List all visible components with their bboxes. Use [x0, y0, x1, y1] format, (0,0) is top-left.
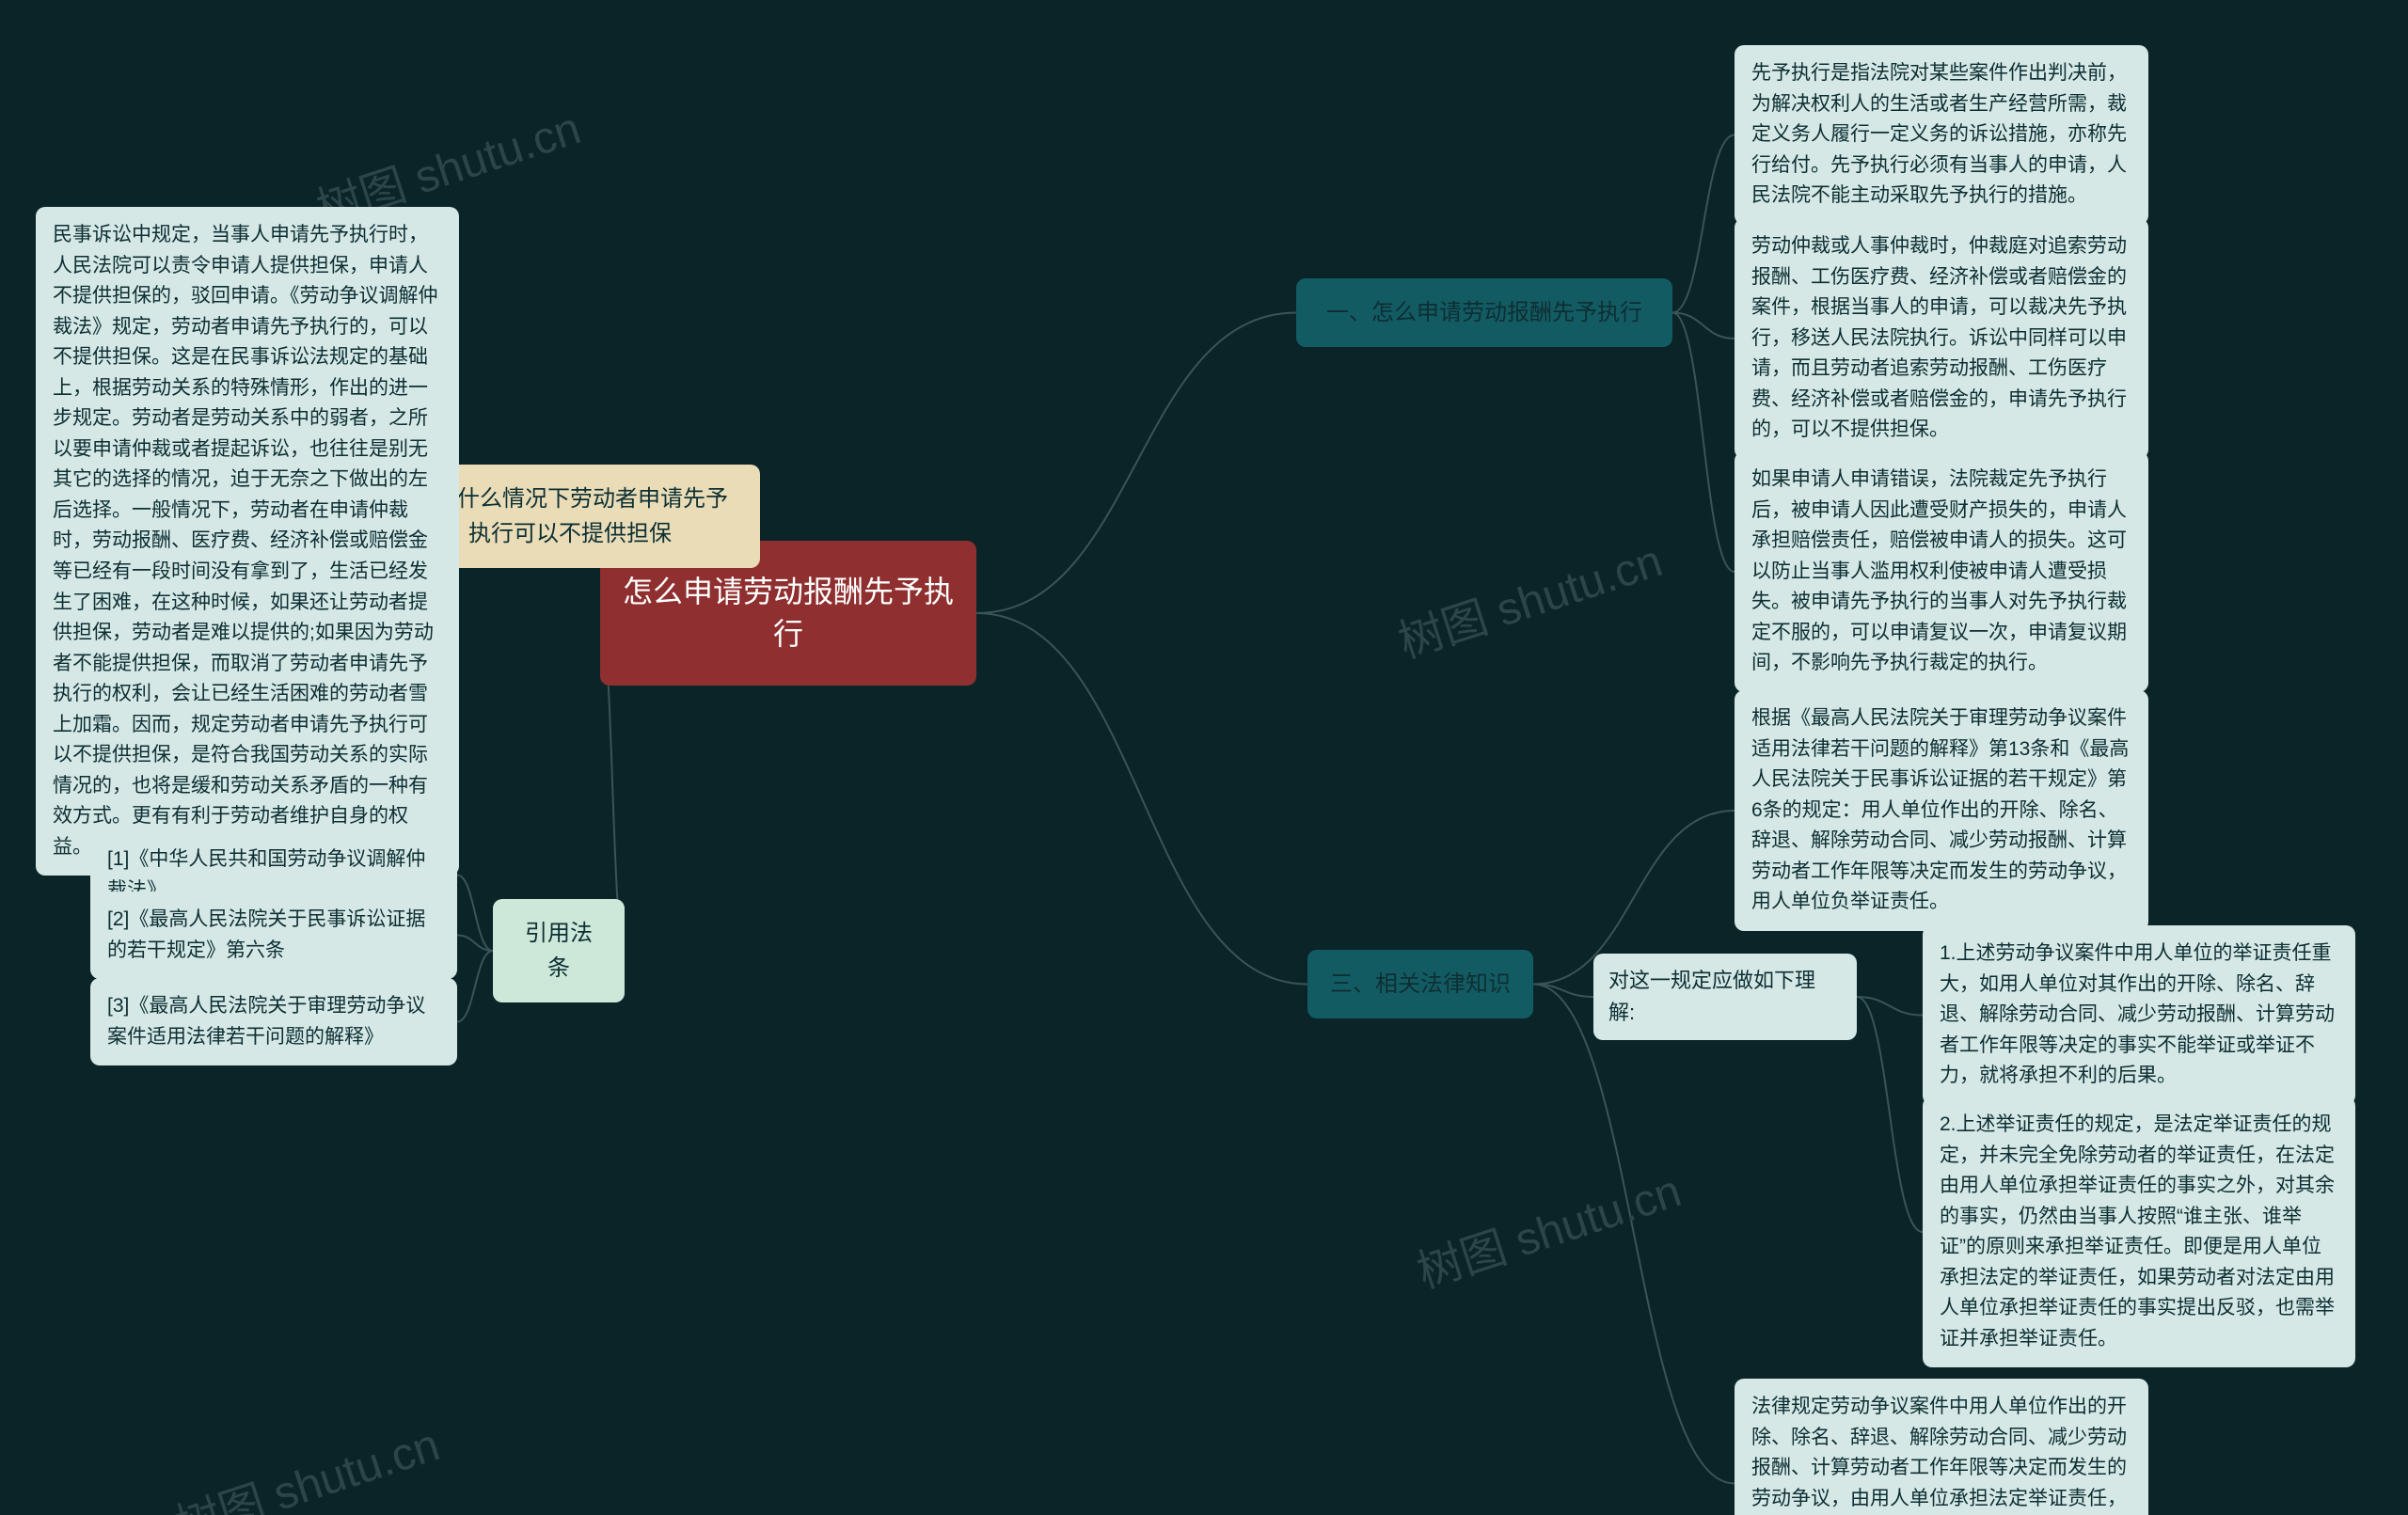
edge-refs-ref1	[457, 876, 493, 952]
mindmap-node-sec3_b[interactable]: 对这一规定应做如下理解:	[1593, 954, 1857, 1040]
mindmap-node-sec1_b[interactable]: 劳动仲裁或人事仲裁时，仲裁庭对追索劳动报酬、工伤医疗费、经济补偿或者赔偿金的案件…	[1735, 218, 2148, 459]
mindmap-node-sec1[interactable]: 一、怎么申请劳动报酬先予执行	[1296, 278, 1672, 347]
watermark: 树图 shutu.cn	[1407, 1154, 1687, 1301]
edge-sec3-sec3_c	[1533, 985, 1735, 1484]
mindmap-node-sec3[interactable]: 三、相关法律知识	[1307, 950, 1533, 1018]
edge-sec1-sec1_a	[1672, 135, 1735, 313]
mindmap-node-refs[interactable]: 引用法条	[493, 899, 625, 1002]
mindmap-node-sec3_c[interactable]: 法律规定劳动争议案件中用人单位作出的开除、除名、辞退、解除劳动合同、减少劳动报酬…	[1735, 1379, 2148, 1515]
mindmap-node-sec1_c[interactable]: 如果申请人申请错误，法院裁定先予执行后，被申请人因此遭受财产损失的，申请人承担赔…	[1735, 451, 2148, 692]
watermark: 树图 shutu.cn	[166, 1408, 446, 1515]
edge-root-sec1	[976, 313, 1296, 614]
edge-sec3_b-sec3_b1	[1857, 997, 1923, 1016]
mindmap-node-sec3_a[interactable]: 根据《最高人民法院关于审理劳动争议案件适用法律若干问题的解释》第13条和《最高人…	[1735, 690, 2148, 931]
mindmap-node-sec1_a[interactable]: 先予执行是指法院对某些案件作出判决前，为解决权利人的生活或者生产经营所需，裁定义…	[1735, 45, 2148, 225]
edge-refs-ref2	[457, 936, 493, 952]
edge-sec1-sec1_c	[1672, 313, 1735, 573]
edge-refs-ref3	[457, 951, 493, 1022]
edge-root-sec3	[976, 613, 1307, 985]
edge-sec3_b-sec3_b2	[1857, 997, 1923, 1232]
mindmap-node-sec3_b1[interactable]: 1.上述劳动争议案件中用人单位的举证责任重大，如用人单位对其作出的开除、除名、辞…	[1923, 925, 2355, 1105]
mindmap-node-ref3[interactable]: [3]《最高人民法院关于审理劳动争议案件适用法律若干问题的解释》	[90, 978, 457, 1065]
edge-sec3-sec3_b	[1533, 985, 1593, 998]
watermark: 树图 shutu.cn	[1388, 524, 1669, 671]
mindmap-node-sec3_b2[interactable]: 2.上述举证责任的规定，是法定举证责任的规定，并未完全免除劳动者的举证责任，在法…	[1923, 1097, 2355, 1367]
edge-sec1-sec1_b	[1672, 313, 1735, 339]
mindmap-node-sec2_a[interactable]: 民事诉讼中规定，当事人申请先予执行时，人民法院可以责令申请人提供担保，申请人不提…	[36, 207, 459, 876]
mindmap-node-ref2[interactable]: [2]《最高人民法院关于民事诉讼证据的若干规定》第六条	[90, 892, 457, 979]
